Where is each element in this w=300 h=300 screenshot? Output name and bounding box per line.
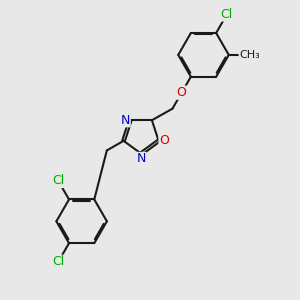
Text: Cl: Cl: [52, 255, 64, 268]
Text: N: N: [136, 152, 146, 165]
Text: Cl: Cl: [221, 8, 233, 21]
Text: O: O: [159, 134, 169, 147]
Text: O: O: [177, 86, 187, 99]
Text: Cl: Cl: [52, 174, 64, 188]
Text: N: N: [121, 114, 130, 127]
Text: CH₃: CH₃: [239, 50, 260, 60]
